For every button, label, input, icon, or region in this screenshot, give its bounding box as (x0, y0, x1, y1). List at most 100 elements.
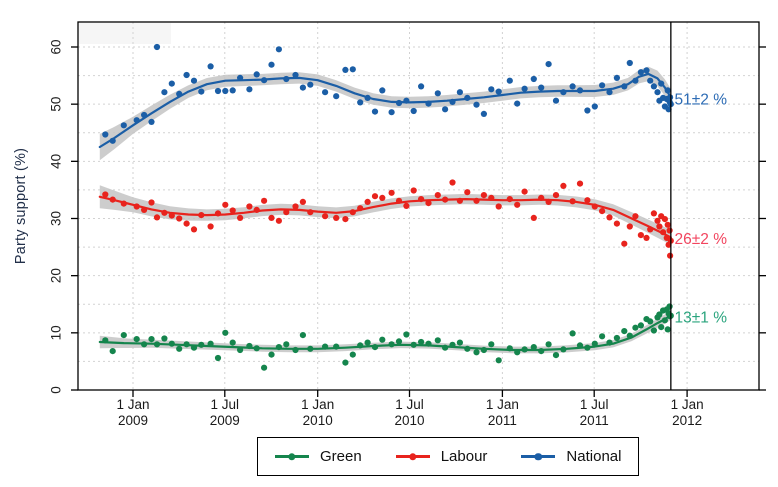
watermark-artifact (79, 23, 171, 44)
data-point-national (650, 83, 658, 90)
data-point-green (198, 341, 205, 348)
data-point-labour (584, 197, 591, 204)
data-point-green (349, 351, 356, 358)
x-tick-label-line2: 2009 (210, 413, 240, 428)
data-point-national (418, 83, 425, 90)
data-point-national (292, 71, 299, 79)
data-point-labour (418, 196, 425, 203)
data-point-national (237, 74, 244, 81)
data-point-green (506, 345, 513, 352)
data-point-labour (613, 220, 621, 227)
data-point-national (425, 100, 432, 107)
data-point-national (109, 137, 116, 144)
data-point-labour (109, 196, 116, 203)
data-point-national (514, 100, 521, 107)
data-point-labour (403, 202, 410, 209)
data-point-labour (506, 196, 513, 203)
data-point-labour (148, 199, 155, 206)
data-point-national (207, 63, 214, 70)
y-tick-label: 60 (49, 39, 64, 54)
data-point-green (299, 332, 306, 339)
legend-label-national: National (566, 448, 622, 465)
x-tick-label-line1: 1 Jan (116, 397, 149, 412)
data-point-labour (654, 217, 661, 224)
green-series-marker-icon (275, 452, 309, 461)
data-point-green (109, 348, 116, 355)
data-point-national (584, 107, 591, 114)
data-point-labour (666, 227, 673, 234)
final-estimate-label: 26±2 % (675, 231, 728, 248)
data-point-national (449, 98, 456, 105)
data-point-national (120, 122, 127, 129)
data-point-national (141, 111, 148, 119)
data-point-green (545, 341, 552, 348)
x-tick-label-line2: 2010 (303, 413, 333, 428)
data-point-national (133, 117, 140, 124)
data-point-green (599, 333, 606, 340)
data-point-national (637, 69, 645, 76)
data-point-green (591, 340, 598, 347)
data-point-national (632, 77, 639, 84)
data-point-labour (560, 182, 567, 189)
data-point-green (388, 341, 395, 348)
data-point-national (647, 77, 654, 84)
data-point-labour (552, 192, 560, 199)
data-point-green (322, 343, 329, 350)
data-point-green (473, 349, 480, 356)
data-point-national (442, 106, 449, 113)
data-point-labour (190, 226, 198, 233)
data-point-national (183, 71, 190, 79)
data-point-green (133, 336, 140, 343)
data-point-national (410, 107, 417, 115)
data-point-national (357, 99, 364, 106)
x-tick-label-line2: 2009 (118, 413, 148, 428)
data-point-national (388, 109, 395, 116)
data-point-labour (357, 205, 364, 212)
data-point-labour (198, 212, 205, 219)
data-point-national (599, 82, 606, 89)
data-point-green (307, 345, 314, 352)
data-point-labour (661, 216, 669, 223)
data-point-green (237, 346, 244, 354)
data-point-green (261, 364, 268, 371)
data-point-green (222, 329, 229, 336)
data-point-national (275, 46, 282, 53)
data-point-national (153, 43, 161, 51)
data-point-labour (342, 216, 349, 223)
data-point-green (214, 354, 222, 362)
data-point-green (488, 341, 495, 348)
data-point-green (560, 346, 567, 353)
data-point-labour (660, 229, 667, 236)
data-point-green (207, 340, 214, 347)
data-point-green (333, 343, 340, 350)
data-point-national (349, 66, 356, 73)
data-point-national (488, 86, 495, 93)
data-point-green (449, 341, 456, 348)
data-point-labour (307, 209, 314, 216)
data-point-labour (246, 203, 253, 210)
data-point-labour (410, 187, 417, 194)
x-tick-label-line1: 1 Jan (301, 397, 334, 412)
data-point-green (176, 345, 183, 352)
data-point-labour (632, 213, 639, 220)
data-point-national (268, 61, 275, 68)
y-tick-label: 50 (49, 97, 64, 112)
data-point-national (371, 108, 379, 115)
data-point-labour (656, 223, 663, 230)
data-point-labour (349, 209, 356, 216)
data-point-green (632, 324, 639, 331)
confidence-band-national (99, 66, 671, 161)
data-point-labour (473, 197, 480, 204)
final-estimate-label: 13±1 % (675, 309, 728, 326)
data-point-green (190, 344, 198, 351)
data-point-national (434, 90, 441, 97)
data-point-green (434, 337, 441, 344)
data-point-labour (176, 215, 183, 222)
data-point-labour (456, 197, 463, 204)
data-point-national (379, 87, 386, 94)
data-point-national (506, 77, 513, 84)
data-point-national (307, 81, 314, 88)
data-point-green (661, 317, 669, 324)
data-point-national (613, 74, 621, 81)
